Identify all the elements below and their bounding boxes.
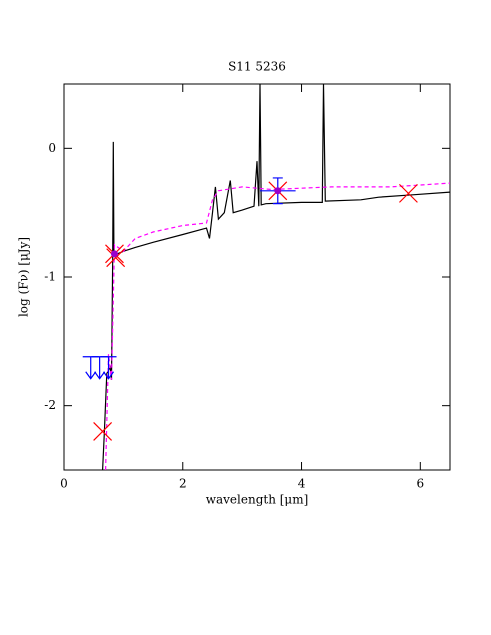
upper-limit: [91, 356, 108, 380]
upper-limit: [82, 356, 99, 380]
chart-title: S11 5236: [228, 60, 286, 74]
y-tick-label: -1: [44, 270, 56, 284]
spectrum-line: [105, 182, 451, 471]
cross-marker: [399, 183, 418, 203]
cross-marker: [106, 248, 126, 268]
y-axis-label: log (Fν) [μJy]: [17, 237, 31, 317]
data-point: [274, 187, 282, 195]
x-tick-label: 6: [416, 477, 424, 491]
cross-marker: [93, 421, 113, 441]
x-tick-label: 0: [60, 477, 68, 491]
upper-limit: [100, 356, 117, 380]
y-tick-label: 0: [48, 141, 56, 155]
x-axis-label: wavelength [μm]: [206, 493, 309, 507]
y-tick-label: -2: [44, 398, 56, 412]
plot-frame: [63, 83, 451, 471]
x-tick-label: 4: [298, 477, 306, 491]
data-point: [110, 250, 118, 258]
x-tick-label: 2: [179, 477, 187, 491]
spectrum-line: [102, 83, 451, 471]
